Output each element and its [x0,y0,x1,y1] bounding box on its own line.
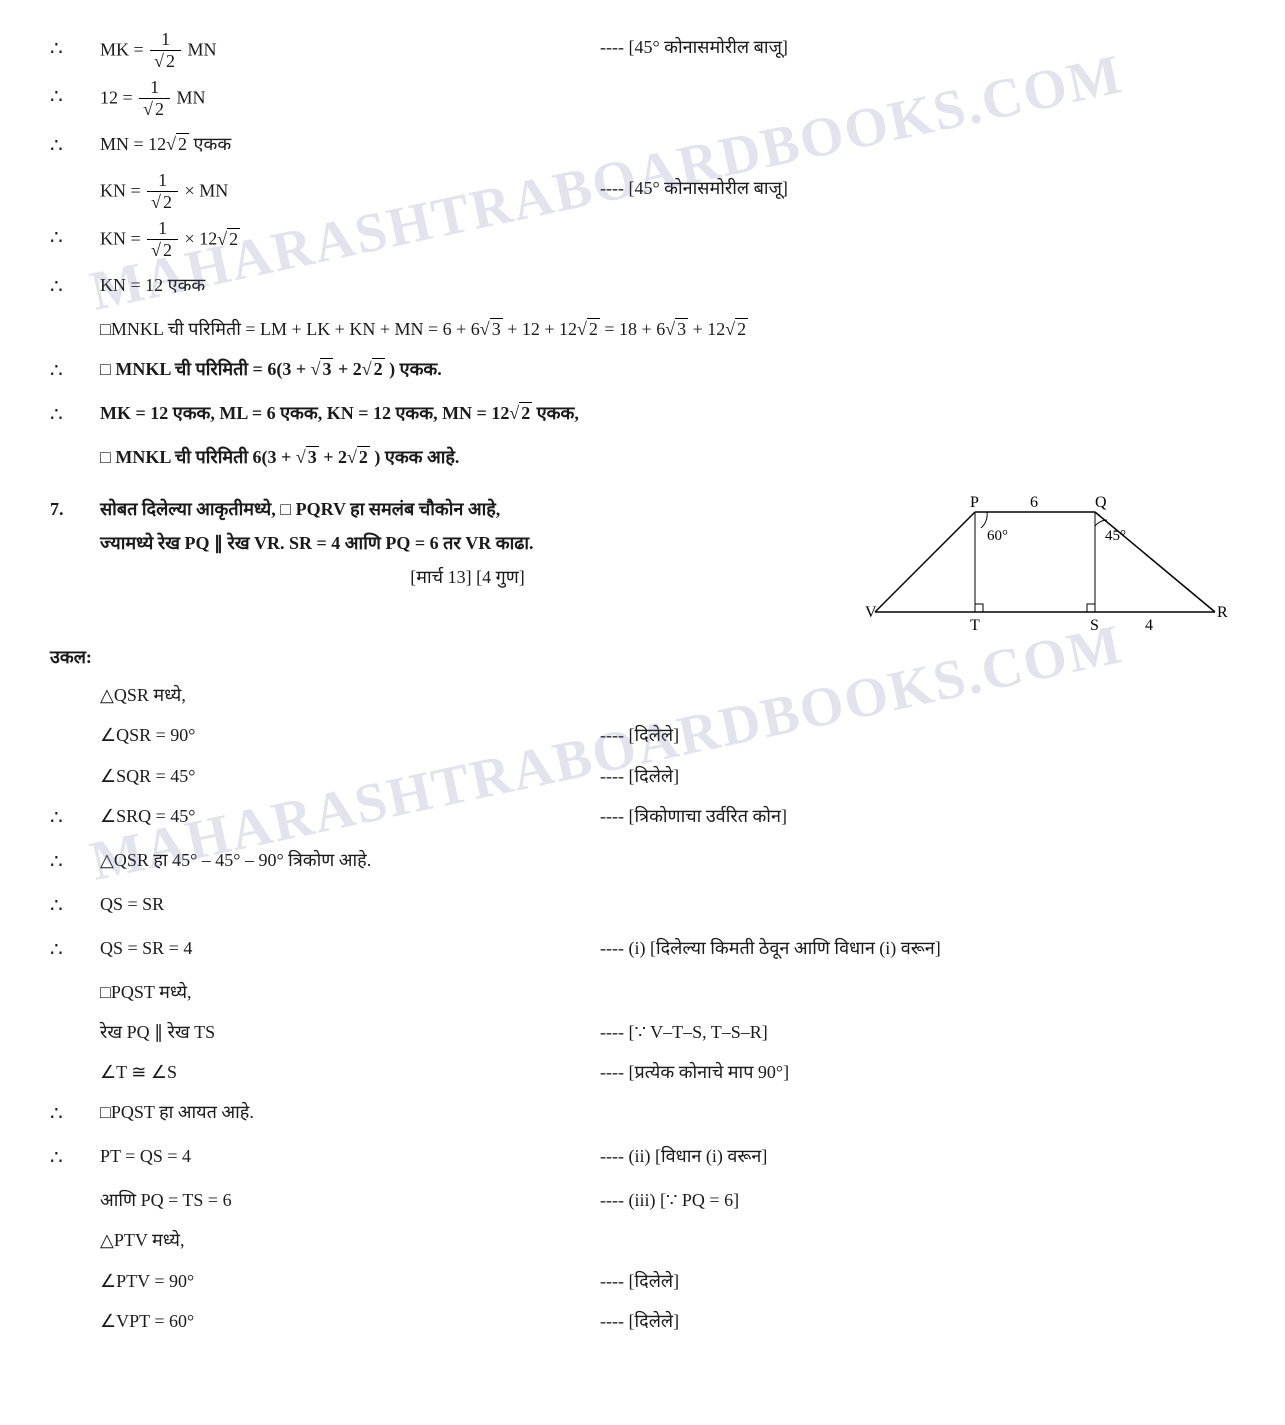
math-line: ∴MN = 122 एकक [50,127,1235,165]
solution-line: ∠SQR = 45° ---- [दिलेले] [50,759,1235,793]
svg-text:4: 4 [1145,617,1153,632]
expression: KN = 12 × MN [100,171,580,213]
svg-text:V: V [865,604,877,621]
therefore-symbol: ∴ [50,887,100,925]
expression: □PQST मध्ये, [100,975,580,1009]
expression: □MNKL ची परिमिती = LM + LK + KN + MN = 6… [100,312,748,346]
reason: ---- [45° कोनासमोरील बाजू] [600,30,788,64]
solution-line: आणि PQ = TS = 6 ---- (iii) [∵ PQ = 6] [50,1183,1235,1217]
trapezium-diagram: P Q V R T S 6 4 60° 45° [855,492,1235,632]
therefore-symbol: ∴ [50,843,100,881]
solution-line: ∴QS = SR = 4 ---- (i) [दिलेल्या किमती ठेव… [50,931,1235,969]
therefore-symbol: ∴ [50,931,100,969]
math-line: KN = 12 × MN ---- [45° कोनासमोरील बाजू] [50,171,1235,213]
expression: □PQST हा आयत आहे. [100,1095,580,1129]
math-line: ∴KN = 12 एकक [50,268,1235,306]
svg-text:S: S [1090,617,1099,632]
solution-line: □PQST मध्ये, [50,975,1235,1009]
svg-text:60°: 60° [987,528,1008,544]
therefore-symbol: ∴ [50,219,100,257]
solution-line: रेख PQ ∥ रेख TS ---- [∵ V–T–S, T–S–R] [50,1015,1235,1049]
expression: ∠SQR = 45° [100,759,580,793]
question-number: 7. [50,492,100,526]
svg-text:6: 6 [1030,494,1038,511]
expression: QS = SR [100,887,580,921]
reason: ---- [दिलेले] [600,1304,679,1338]
question-marks: [मार्च 13] [4 गुण] [100,560,835,594]
therefore-symbol: ∴ [50,1095,100,1133]
math-line: ∴MK = 12 MN ---- [45° कोनासमोरील बाजू] [50,30,1235,72]
expression: आणि PQ = TS = 6 [100,1183,580,1217]
therefore-symbol: ∴ [50,799,100,837]
reason: ---- [प्रत्येक कोनाचे माप 90°] [600,1055,789,1089]
therefore-symbol: ∴ [50,30,100,68]
question-line: सोबत दिलेल्या आकृतीमध्ये, □ PQRV हा समलं… [100,492,835,526]
svg-text:P: P [970,494,979,511]
therefore-symbol: ∴ [50,396,100,434]
reason: ---- [दिलेले] [600,1264,679,1298]
solution-line: ∴△QSR हा 45° – 45° – 90° त्रिकोण आहे. [50,843,1235,881]
expression: MK = 12 MN [100,30,580,72]
svg-text:R: R [1217,604,1228,621]
solution-line: ∠QSR = 90° ---- [दिलेले] [50,718,1235,752]
expression: ∠QSR = 90° [100,718,580,752]
solution-line: ∠VPT = 60° ---- [दिलेले] [50,1304,1235,1338]
reason: ---- [45° कोनासमोरील बाजू] [600,171,788,205]
expression: KN = 12 × 122 [100,219,580,261]
expression: ∠SRQ = 45° [100,799,580,833]
expression: QS = SR = 4 [100,931,580,965]
expression: रेख PQ ∥ रेख TS [100,1015,580,1049]
svg-text:T: T [970,617,980,632]
math-line: ∴12 = 12 MN [50,78,1235,120]
expression: PT = QS = 4 [100,1139,580,1173]
therefore-symbol: ∴ [50,78,100,116]
expression: 12 = 12 MN [100,78,580,120]
solution-line: ∴PT = QS = 4 ---- (ii) [विधान (i) वरून] [50,1139,1235,1177]
therefore-symbol: ∴ [50,1139,100,1177]
expression: MN = 122 एकक [100,127,580,161]
math-line: □ MNKL ची परिमिती 6(3 + 3 + 22 ) एकक आहे… [50,440,1235,474]
solution-line: ∴QS = SR [50,887,1235,925]
reason: ---- [∵ V–T–S, T–S–R] [600,1015,768,1049]
math-line: ∴KN = 12 × 122 [50,219,1235,261]
reason: ---- [दिलेले] [600,718,679,752]
reason: ---- [दिलेले] [600,759,679,793]
expression: □ MNKL ची परिमिती = 6(3 + 3 + 22 ) एकक. [100,352,580,386]
reason: ---- (ii) [विधान (i) वरून] [600,1139,767,1173]
solution-line: ∠T ≅ ∠S ---- [प्रत्येक कोनाचे माप 90°] [50,1055,1235,1089]
expression: ∠PTV = 90° [100,1264,580,1298]
svg-text:Q: Q [1095,494,1107,511]
expression: △PTV मध्ये, [100,1223,580,1257]
question-text: सोबत दिलेल्या आकृतीमध्ये, □ PQRV हा समलं… [100,492,855,595]
solution-line: △QSR मध्ये, [50,678,1235,712]
solution-line: ∠PTV = 90° ---- [दिलेले] [50,1264,1235,1298]
svg-text:45°: 45° [1105,528,1126,544]
expression: △QSR हा 45° – 45° – 90° त्रिकोण आहे. [100,843,580,877]
therefore-symbol: ∴ [50,127,100,165]
question-line: ज्यामध्ये रेख PQ ∥ रेख VR. SR = 4 आणि PQ… [100,526,835,560]
solution-line: △PTV मध्ये, [50,1223,1235,1257]
solution-line: ∴□PQST हा आयत आहे. [50,1095,1235,1133]
solution-label: उकल: [50,640,1235,674]
solution-line: ∴∠SRQ = 45° ---- [त्रिकोणाचा उर्वरित कोन] [50,799,1235,837]
expression: KN = 12 एकक [100,268,580,302]
expression: ∠T ≅ ∠S [100,1055,580,1089]
therefore-symbol: ∴ [50,352,100,390]
math-line: ∴MK = 12 एकक, ML = 6 एकक, KN = 12 एकक, M… [50,396,1235,434]
question-7: 7. सोबत दिलेल्या आकृतीमध्ये, □ PQRV हा स… [50,492,1235,632]
expression: ∠VPT = 60° [100,1304,580,1338]
expression: MK = 12 एकक, ML = 6 एकक, KN = 12 एकक, MN… [100,396,580,430]
math-line: ∴□ MNKL ची परिमिती = 6(3 + 3 + 22 ) एकक. [50,352,1235,390]
expression: △QSR मध्ये, [100,678,580,712]
math-line: □MNKL ची परिमिती = LM + LK + KN + MN = 6… [50,312,1235,346]
reason: ---- [त्रिकोणाचा उर्वरित कोन] [600,799,787,833]
reason: ---- (iii) [∵ PQ = 6] [600,1183,739,1217]
expression: □ MNKL ची परिमिती 6(3 + 3 + 22 ) एकक आहे… [100,440,580,474]
therefore-symbol: ∴ [50,268,100,306]
reason: ---- (i) [दिलेल्या किमती ठेवून आणि विधान… [600,931,941,965]
